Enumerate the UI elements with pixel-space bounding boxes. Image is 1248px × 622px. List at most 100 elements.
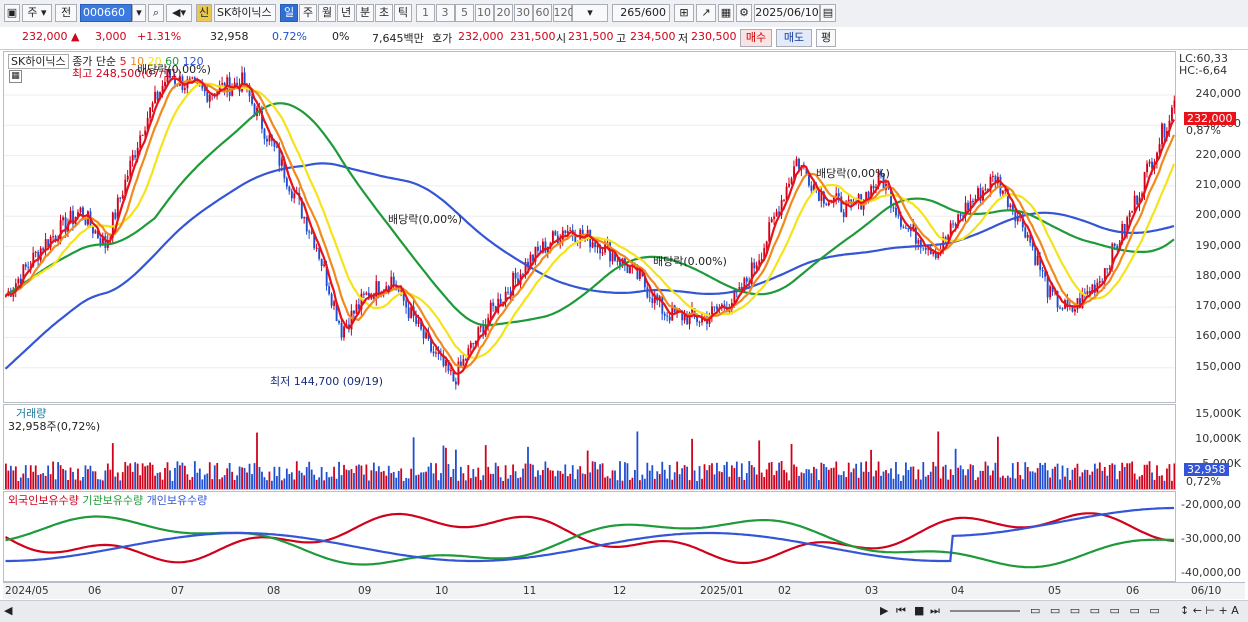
interval-3[interactable]: 3 [435, 4, 455, 22]
quote-turnover: 0.72% [272, 30, 307, 43]
low-value: 230,500 [691, 30, 737, 43]
high-note: 최고 248,500(07/11) [72, 67, 182, 80]
stock-label: SK하이닉스 [8, 54, 69, 69]
speaker-icon[interactable]: ◀▾ [166, 4, 192, 22]
high-value: 234,500 [630, 30, 676, 43]
interval-120[interactable]: 120 [552, 4, 575, 22]
period-select[interactable]: 주 ▾ [22, 4, 52, 22]
scroll-right-icon[interactable]: ▶ [880, 604, 889, 617]
last-price-badge: 232,000 [1184, 112, 1236, 125]
price-axis-tick: 210,000 [1195, 177, 1242, 191]
scroll-left-icon[interactable]: ◀ [4, 604, 13, 617]
scroll-last-icon[interactable]: ⏭ [930, 604, 940, 617]
tab-6[interactable]: 틱 [394, 4, 412, 22]
price-pane[interactable]: SK하이닉스 종가 단순 5 10 20 60 120 ▦ 최고 248,500… [3, 51, 1176, 403]
volume-axis-tick: 10,000K [1195, 432, 1241, 445]
dividend-note-2: 배당락(0,00%) [388, 213, 462, 226]
legend-individual: 개인보유수량 [146, 494, 208, 507]
tab-2[interactable]: 월 [318, 4, 336, 22]
tab-1[interactable]: 주 [299, 4, 317, 22]
settings-icon[interactable]: ▦ [9, 70, 22, 83]
save-icon[interactable]: ▦ [718, 4, 734, 22]
chart-scrollbar[interactable]: ◀ ▶ ⏮ ■ ⏭ ▭ ▭ ▭ ▭ ▭ ▭ ▭ ↕ ← ⊢ + A [0, 600, 1248, 622]
volume-last-badge: 32,958 [1184, 463, 1229, 476]
holder-axis-tick: -40,000,00 [1181, 566, 1241, 579]
dividend-note-1: 배당락(0.00%) [137, 63, 211, 76]
interval-5[interactable]: 5 [455, 4, 474, 22]
hc-label: HC:-6,64 [1179, 64, 1228, 77]
stock-name[interactable]: SK하이닉스 [214, 4, 276, 22]
open-label: 시 [556, 32, 567, 45]
date-label: 04 [951, 585, 965, 597]
gear-icon[interactable]: ⚙ [736, 4, 752, 22]
volume-pane[interactable]: 거래량 32,958주(0,72%) [3, 404, 1176, 490]
credit-badge: 신 [196, 4, 212, 22]
view-tools-icon[interactable]: ▭ ▭ ▭ ▭ ▭ ▭ ▭ [1030, 604, 1163, 617]
price-chart [4, 65, 1175, 390]
zoom-icons[interactable]: ↕ ← ⊢ + A [1180, 604, 1239, 617]
count-input[interactable]: 265/600 [612, 4, 670, 22]
ma-legend-20: 20 [144, 55, 162, 68]
scroll-stop-icon[interactable]: ■ [914, 604, 925, 617]
price-axis-tick: 240,000 [1195, 87, 1242, 100]
holder-chart [4, 506, 1175, 569]
quote-bar: 232,000 ▲ 3,000 +1.31% 32,958 0.72% 0% 7… [0, 27, 1248, 50]
date-input[interactable]: 2025/06/10 [754, 4, 820, 22]
date-label: 2025/01 [700, 585, 744, 597]
bid-value: 231,500 [510, 30, 556, 43]
low-label: 저 [678, 32, 689, 45]
interval-60[interactable]: 60 [533, 4, 552, 22]
holder-axis-tick: -20,000,00 [1181, 498, 1241, 511]
interval-1[interactable]: 1 [416, 4, 435, 22]
price-legend: SK하이닉스 종가 단순 5 10 20 60 120 [8, 53, 204, 69]
price-axis-tick: 200,000 [1195, 208, 1242, 222]
tab-0[interactable]: 일 [280, 4, 298, 22]
interval-20[interactable]: 20 [494, 4, 513, 22]
scroll-first-icon[interactable]: ⏮ [896, 604, 906, 617]
date-label: 07 [171, 585, 185, 597]
date-label: 06 [1126, 585, 1140, 597]
date-label: 09 [358, 585, 372, 597]
price-axis-tick: 190,000 [1195, 238, 1242, 252]
ma-legend-10: 10 [126, 55, 145, 68]
tab-3[interactable]: 년 [337, 4, 355, 22]
quote-price: 232,000 ▲ [22, 30, 80, 43]
stock-code-input[interactable]: 000660 [80, 4, 132, 22]
price-axis-tick: 220,000 [1195, 147, 1242, 161]
volume-last-pct: 0,72% [1186, 475, 1221, 488]
zoom-slider[interactable] [950, 610, 1020, 612]
date-label: 06/10 [1191, 585, 1222, 597]
ma-legend-60: 60 [161, 55, 180, 68]
chart-tools-icon[interactable]: ⊞ [674, 4, 694, 22]
price-axis-tick: 150,000 [1195, 359, 1242, 373]
buy-button[interactable]: 매수 [740, 29, 772, 47]
interval-10[interactable]: 10 [474, 4, 494, 22]
volume-axis-tick: 15,000K [1195, 407, 1241, 420]
search-icon[interactable]: ⌕ [148, 4, 164, 22]
draw-icon[interactable]: ↗ [696, 4, 716, 22]
sell-button[interactable]: 매도 [776, 29, 812, 47]
code-dropdown-icon[interactable]: ▾ [132, 4, 146, 22]
price-axis-tick: 160,000 [1195, 329, 1242, 343]
interval-30[interactable]: 30 [513, 4, 533, 22]
eval-button[interactable]: 평 [816, 29, 836, 47]
date-label: 10 [435, 585, 449, 597]
ask-value: 232,000 [458, 30, 504, 43]
tab-5[interactable]: 초 [375, 4, 393, 22]
lc-label: LC:60,33 [1179, 52, 1229, 65]
layout-icon[interactable]: ▣ [4, 4, 20, 22]
holder-pane[interactable]: 외국인보유수량 기관보유수량 개인보유수량 [3, 491, 1176, 582]
date-label: 2024/05 [5, 585, 49, 597]
count-total: /600 [641, 6, 666, 19]
tab-4[interactable]: 분 [356, 4, 374, 22]
interval-dropdown[interactable]: ▾ [572, 4, 608, 22]
prev-button[interactable]: 전 [55, 4, 77, 22]
date-label: 11 [523, 585, 537, 597]
holder-legend: 외국인보유수량 기관보유수량 개인보유수량 [8, 492, 208, 508]
price-value: 232,000 [22, 30, 68, 43]
calendar-icon[interactable]: ▤ [820, 4, 836, 22]
period-label: 주 [27, 6, 38, 19]
quote-change-pct: +1.31% [137, 30, 182, 43]
